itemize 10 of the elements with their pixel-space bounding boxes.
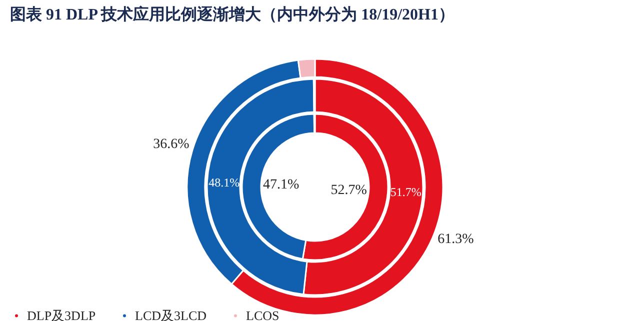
data-label: 61.3% — [438, 232, 474, 248]
data-label: 36.6% — [153, 137, 190, 152]
data-label: 51.7% — [390, 184, 422, 199]
legend-label: LCOS — [246, 308, 280, 321]
legend-label: DLP及3DLP — [27, 308, 96, 321]
chart-title: 图表 91 DLP 技术应用比例逐渐增大（内中外分为 18/19/20H1） — [10, 4, 454, 24]
legend-label: LCD及3LCD — [135, 308, 206, 321]
data-label: 47.1% — [263, 177, 300, 192]
data-label: 52.7% — [330, 182, 368, 198]
data-label: 48.1% — [208, 176, 240, 190]
